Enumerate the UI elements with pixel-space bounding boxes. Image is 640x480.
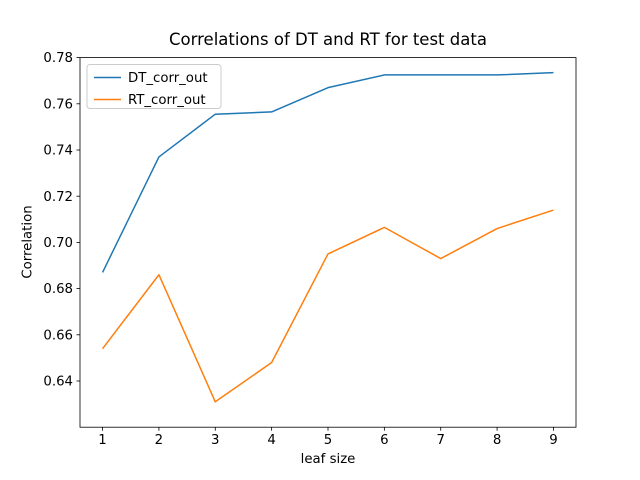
series-line-dt_corr_out bbox=[101, 71, 554, 273]
x-tick-label: 3 bbox=[211, 433, 219, 448]
y-axis-label: Correlation bbox=[20, 205, 36, 279]
y-tick-label: 0.72 bbox=[43, 190, 73, 205]
y-tick-label: 0.66 bbox=[43, 328, 73, 343]
x-tick-label: 2 bbox=[155, 433, 163, 448]
x-axis-label: leaf size bbox=[300, 452, 356, 467]
legend-frame bbox=[86, 64, 222, 109]
y-tick-label: 0.74 bbox=[43, 144, 73, 159]
x-tick-label: 4 bbox=[267, 433, 275, 448]
y-tick-label: 0.78 bbox=[43, 51, 73, 66]
axes-spines bbox=[79, 57, 577, 428]
y-tick-label: 0.64 bbox=[43, 375, 73, 390]
x-tick-label: 9 bbox=[549, 433, 557, 448]
x-tick-label: 6 bbox=[380, 433, 388, 448]
legend: DT_corr_out RT_corr_out bbox=[86, 64, 222, 109]
x-tick-label: 8 bbox=[493, 433, 501, 448]
series-line-rt_corr_out bbox=[101, 209, 554, 403]
x-tick-label: 5 bbox=[324, 433, 332, 448]
x-tick-label: 1 bbox=[98, 433, 106, 448]
y-tick-label: 0.70 bbox=[43, 236, 73, 251]
chart-title: Correlations of DT and RT for test data bbox=[169, 30, 487, 49]
legend-label: RT_corr_out bbox=[128, 93, 206, 108]
y-tick-label: 0.76 bbox=[43, 97, 73, 112]
legend-label: DT_corr_out bbox=[128, 71, 208, 86]
x-tick-label: 7 bbox=[436, 433, 444, 448]
y-tick-label: 0.68 bbox=[43, 282, 73, 297]
